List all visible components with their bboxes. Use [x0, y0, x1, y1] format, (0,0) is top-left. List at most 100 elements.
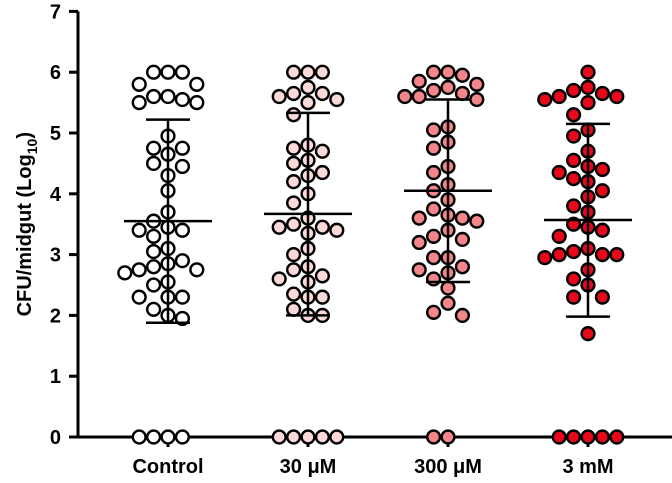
data-point [314, 429, 331, 445]
data-point [146, 301, 162, 317]
data-point [174, 91, 191, 108]
data-point [551, 228, 567, 244]
data-point [286, 64, 302, 80]
data-point [286, 155, 302, 172]
data-point [117, 265, 133, 281]
data-point [131, 429, 147, 445]
data-point [146, 155, 162, 172]
data-point [454, 67, 471, 83]
data-point [146, 88, 162, 105]
y-tick-label: 4 [50, 184, 62, 206]
data-point [271, 88, 287, 105]
data-point [440, 429, 456, 445]
y-axis-title-close: ) [14, 132, 36, 139]
data-point [565, 171, 582, 187]
y-tick-label: 0 [50, 427, 61, 449]
data-point [565, 107, 582, 123]
data-point [580, 429, 596, 445]
data-point [329, 222, 345, 238]
data-point [440, 79, 456, 96]
data-point [551, 247, 567, 263]
data-point [286, 140, 302, 156]
data-point [286, 247, 302, 263]
data-point [609, 429, 625, 445]
y-axis-title: CFU/midgut (Log10) [14, 132, 40, 316]
data-point [565, 243, 582, 260]
data-point [397, 88, 413, 105]
data-point [131, 94, 147, 111]
data-point [146, 140, 162, 156]
data-point [271, 271, 287, 287]
data-point [426, 64, 442, 80]
y-tick-label: 7 [50, 1, 61, 23]
data-point [551, 429, 567, 445]
y-tick-label: 6 [50, 62, 61, 84]
data-point [454, 307, 471, 324]
data-point [469, 91, 485, 108]
data-point [146, 243, 162, 260]
data-point [174, 429, 191, 445]
data-point [426, 228, 442, 244]
data-point [551, 88, 567, 105]
data-point [426, 271, 442, 287]
data-point [537, 250, 553, 266]
data-point [411, 234, 427, 251]
data-point [131, 289, 147, 305]
data-point [174, 158, 191, 175]
data-point [426, 201, 442, 217]
x-category-label: 300 μM [414, 456, 482, 478]
y-tick-label: 2 [50, 305, 61, 327]
data-point [329, 429, 345, 445]
y-tick-label: 5 [50, 123, 61, 145]
data-point [426, 140, 442, 156]
y-tick-label: 1 [50, 366, 61, 388]
data-point [594, 161, 611, 178]
data-point [454, 210, 471, 226]
data-point [411, 88, 427, 105]
data-point [565, 152, 582, 168]
data-point [314, 289, 331, 305]
data-point [469, 213, 485, 229]
data-point [580, 326, 596, 342]
data-point [131, 76, 147, 92]
data-point [314, 64, 331, 80]
data-point [565, 271, 582, 287]
data-point [286, 107, 302, 123]
data-point [329, 91, 345, 108]
data-point [174, 64, 191, 80]
data-point [469, 76, 485, 92]
data-point [189, 76, 205, 92]
data-point [189, 94, 205, 111]
y-axis-title-subscript: 10 [24, 138, 40, 154]
data-point [580, 64, 596, 80]
data-point [314, 219, 331, 235]
data-point [565, 82, 582, 99]
data-point [300, 429, 316, 445]
data-point [411, 262, 427, 278]
data-point [551, 164, 567, 181]
data-point [565, 128, 582, 144]
data-point [565, 289, 582, 305]
data-point [440, 295, 456, 311]
data-point [300, 94, 316, 111]
data-point [426, 304, 442, 320]
x-category-label: 30 μM [280, 456, 337, 478]
data-point [314, 268, 331, 284]
data-point [300, 79, 316, 96]
data-point [580, 94, 596, 111]
data-point [160, 64, 176, 80]
data-point [426, 250, 442, 266]
data-point [580, 79, 596, 96]
data-point [594, 183, 611, 199]
data-point [286, 301, 302, 317]
data-point [454, 85, 471, 102]
data-point [174, 222, 191, 238]
data-point [440, 64, 456, 80]
data-point [565, 429, 582, 445]
data-point [537, 91, 553, 108]
data-point [609, 88, 625, 105]
data-point [286, 195, 302, 211]
data-point [286, 286, 302, 302]
